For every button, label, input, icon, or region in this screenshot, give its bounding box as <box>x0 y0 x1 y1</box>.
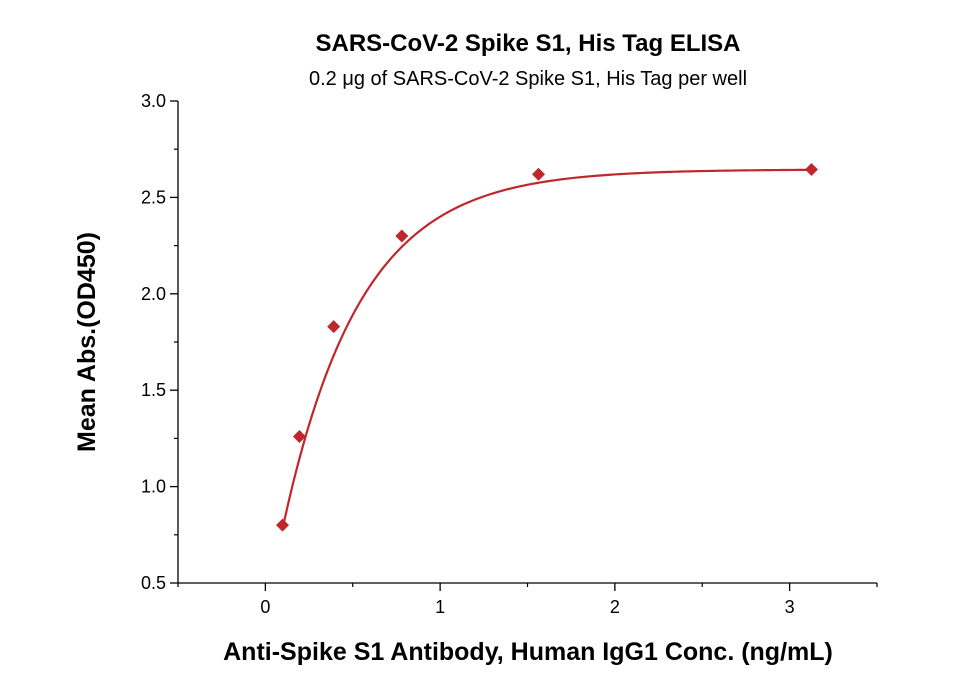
y-axis-label: Mean Abs.(OD450) <box>73 232 101 452</box>
data-point <box>292 429 306 443</box>
data-point <box>532 167 546 181</box>
y-tick-label: 1.5 <box>141 380 166 400</box>
y-tick-label: 0.5 <box>141 573 166 593</box>
x-tick-label: 2 <box>610 597 620 617</box>
y-tick-label: 2.0 <box>141 284 166 304</box>
data-point <box>804 162 818 176</box>
x-tick-label: 1 <box>435 597 445 617</box>
fit-curve-line <box>281 168 812 530</box>
chart-subtitle: 0.2 μg of SARS-CoV-2 Spike S1, His Tag p… <box>308 68 748 90</box>
x-tick-label: 3 <box>785 597 795 617</box>
x-tick-label: 0 <box>260 597 270 617</box>
y-tick-label: 1.0 <box>141 477 166 497</box>
data-point <box>327 320 341 334</box>
data-point <box>395 229 409 243</box>
chart-title: SARS-CoV-2 Spike S1, His Tag ELISA <box>315 30 741 57</box>
y-tick-label: 3.0 <box>141 91 166 111</box>
y-tick-label: 2.5 <box>141 187 166 207</box>
x-axis-label: Anti-Spike S1 Antibody, Human IgG1 Conc.… <box>223 638 833 666</box>
data-point <box>276 518 290 532</box>
